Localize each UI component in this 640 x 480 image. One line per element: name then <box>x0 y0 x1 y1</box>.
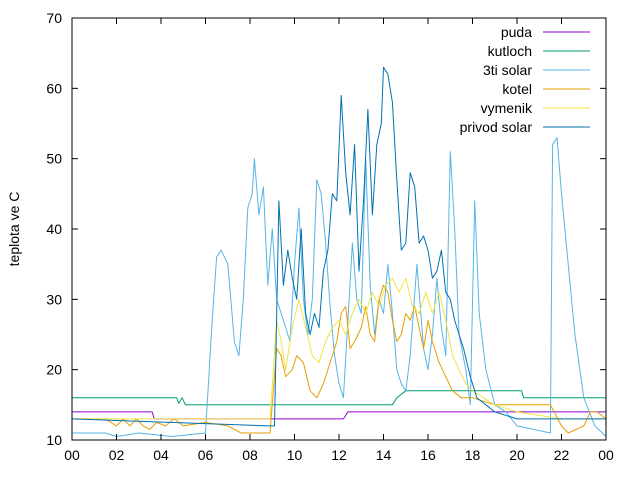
series-line-vymenik <box>72 277 606 420</box>
y-tick-label: 30 <box>46 291 62 307</box>
legend-label: privod solar <box>460 119 533 135</box>
x-tick-label: 10 <box>287 447 303 463</box>
series-line-privod-solar <box>71 66 606 427</box>
y-tick-label: 60 <box>46 80 62 96</box>
series-line-kotel <box>72 284 607 434</box>
x-tick-label: 18 <box>465 447 481 463</box>
legend-entry: puda <box>501 24 590 40</box>
legend-label: vymenik <box>481 100 533 116</box>
y-axis-label: teplota ve C <box>6 192 22 267</box>
x-tick-label: 00 <box>64 447 80 463</box>
legend-label: 3ti solar <box>483 62 532 78</box>
legend-label: kotel <box>502 81 532 97</box>
axis-ticks <box>71 17 607 441</box>
x-tick-label: 06 <box>198 447 214 463</box>
series-line-puda <box>72 411 606 420</box>
x-tick-label: 02 <box>109 447 125 463</box>
y-tick-label: 50 <box>46 151 62 167</box>
legend-entry: privod solar <box>460 119 590 135</box>
y-tick-label: 40 <box>46 221 62 237</box>
legend-entry: kotel <box>502 81 590 97</box>
plot-series-layer <box>71 66 607 437</box>
legend-entry: kutloch <box>488 43 590 59</box>
x-tick-label: 12 <box>331 447 347 463</box>
series-line-3ti-solar <box>72 137 607 437</box>
legend: puda kutloch 3ti solar kotel vymenik privod s… <box>460 24 590 135</box>
y-tick-label: 10 <box>46 432 62 448</box>
x-tick-label: 04 <box>153 447 169 463</box>
x-tick-label: 22 <box>554 447 570 463</box>
legend-label: puda <box>501 24 532 40</box>
x-tick-label: 00 <box>598 447 614 463</box>
x-tick-label: 08 <box>242 447 258 463</box>
x-tick-label: 16 <box>420 447 436 463</box>
legend-entry: vymenik <box>481 100 590 116</box>
y-tick-label: 20 <box>46 362 62 378</box>
legend-label: kutloch <box>488 43 532 59</box>
legend-entry: 3ti solar <box>483 62 590 78</box>
x-tick-label: 14 <box>376 447 392 463</box>
x-tick-label: 20 <box>509 447 525 463</box>
series-line-kutloch <box>72 390 606 406</box>
y-tick-label: 70 <box>46 10 62 26</box>
